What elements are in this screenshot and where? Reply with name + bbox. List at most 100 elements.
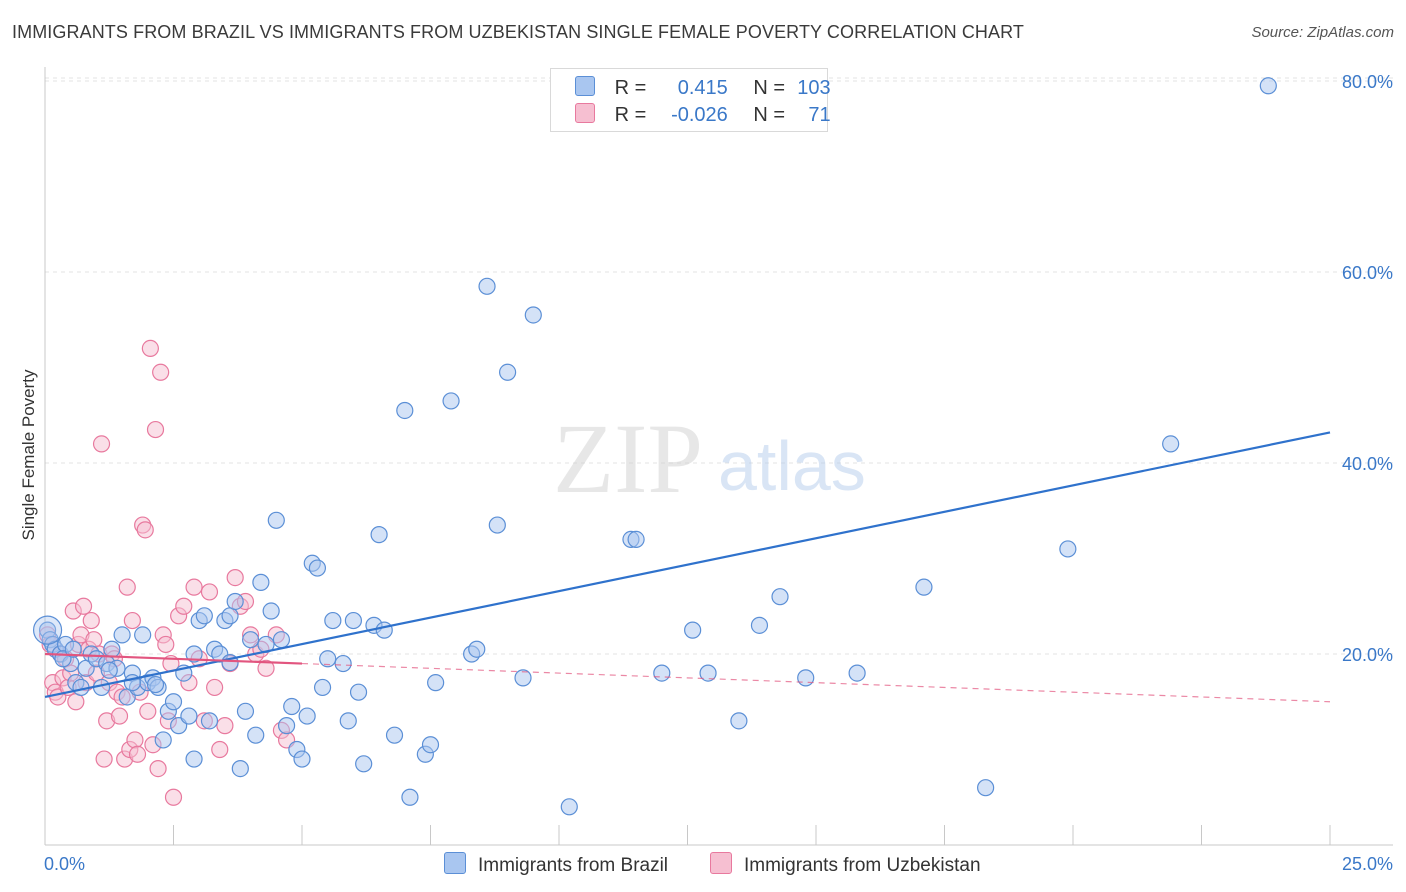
uzbek-point bbox=[118, 578, 136, 596]
uzbek-point bbox=[67, 693, 85, 711]
brazil-point bbox=[771, 588, 789, 606]
uzbek-point bbox=[136, 521, 154, 539]
brazil-point bbox=[421, 736, 440, 754]
brazil-point bbox=[247, 726, 265, 744]
uzbek-point bbox=[211, 740, 229, 759]
x-tick-labels: 0.0% 25.0% bbox=[44, 854, 1393, 874]
bottom-legend-brazil: Immigrants from Brazil bbox=[444, 852, 668, 877]
uzbek-legend-swatch bbox=[710, 852, 732, 874]
brazil-point bbox=[277, 717, 296, 735]
brazil-point bbox=[113, 626, 131, 644]
brazil-point bbox=[293, 750, 311, 768]
uzbek-point bbox=[126, 731, 144, 749]
brazil-point bbox=[236, 702, 255, 720]
uzbek-point bbox=[141, 339, 159, 357]
uzbek-point bbox=[85, 631, 103, 649]
watermark-atlas: atlas bbox=[718, 427, 866, 505]
legend-brazil-r: 0.415 bbox=[677, 77, 728, 99]
brazil-legend-label: Immigrants from Brazil bbox=[478, 855, 669, 876]
brazil-point bbox=[468, 640, 486, 658]
brazil-point bbox=[154, 731, 172, 749]
brazil-point bbox=[848, 664, 866, 682]
uzbek-trend-line-dashed bbox=[301, 662, 1331, 703]
brazil-point bbox=[653, 664, 671, 682]
y-tick-label: 60.0% bbox=[1342, 263, 1393, 283]
uzbek-point bbox=[128, 745, 147, 763]
brazil-point bbox=[146, 675, 165, 694]
brazil-swatch bbox=[575, 76, 595, 96]
brazil-point bbox=[313, 678, 332, 697]
source-label: Source: ZipAtlas.com bbox=[1251, 24, 1394, 41]
axes bbox=[44, 67, 1393, 846]
uzbek-point bbox=[200, 583, 219, 601]
uzbek-point bbox=[257, 659, 275, 677]
brazil-point bbox=[499, 363, 517, 381]
x-tick-label-min: 0.0% bbox=[44, 854, 85, 874]
uzbek-point bbox=[206, 678, 224, 697]
uzbek-point bbox=[216, 717, 234, 735]
uzbek-point bbox=[149, 759, 167, 778]
brazil-point bbox=[185, 645, 203, 663]
uzbek-point bbox=[226, 568, 244, 587]
brazil-point bbox=[627, 530, 645, 549]
brazil-point bbox=[730, 712, 748, 730]
brazil-legend-swatch bbox=[444, 852, 466, 874]
brazil-point bbox=[272, 631, 291, 649]
brazil-point bbox=[231, 759, 249, 778]
brazil-point bbox=[375, 621, 393, 639]
legend-r-label: R = bbox=[614, 77, 647, 99]
legend-brazil-n: 103 bbox=[797, 77, 831, 99]
brazil-point bbox=[134, 626, 152, 644]
brazil-point bbox=[797, 669, 815, 687]
brazil-point bbox=[684, 621, 702, 639]
uzbek-point bbox=[146, 420, 165, 439]
legend-n-label: N = bbox=[753, 77, 786, 99]
brazil-point bbox=[370, 526, 388, 544]
brazil-point bbox=[267, 511, 285, 529]
uzbek-point bbox=[74, 597, 93, 615]
uzbek-point bbox=[123, 611, 141, 630]
legend-row-brazil: R = 0.415 N = 103 bbox=[575, 76, 831, 100]
y-tick-label: 80.0% bbox=[1342, 72, 1393, 92]
brazil-point bbox=[442, 392, 460, 410]
y-tick-label: 20.0% bbox=[1342, 645, 1393, 665]
brazil-point bbox=[298, 707, 316, 725]
brazil-point bbox=[427, 674, 445, 692]
brazil-point bbox=[339, 712, 357, 730]
brazil-point bbox=[242, 631, 260, 649]
brazil-point bbox=[100, 661, 118, 679]
legend-uzbek-n: 71 bbox=[808, 104, 831, 126]
brazil-point bbox=[478, 277, 496, 295]
brazil-point bbox=[699, 664, 717, 682]
brazil-point bbox=[488, 516, 506, 534]
uzbek-point bbox=[185, 578, 203, 596]
brazil-point bbox=[1259, 77, 1277, 95]
uzbek-point bbox=[164, 788, 183, 806]
uzbek-point bbox=[82, 611, 100, 630]
brazil-point bbox=[344, 611, 362, 630]
brazil-point bbox=[385, 726, 404, 744]
uzbek-point bbox=[152, 363, 170, 381]
brazil-point bbox=[750, 616, 769, 634]
brazil-point bbox=[349, 683, 368, 701]
uzbek-point bbox=[175, 597, 193, 615]
brazil-points bbox=[32, 77, 1277, 816]
brazil-point bbox=[514, 669, 532, 687]
x-tick-label-max: 25.0% bbox=[1342, 854, 1393, 874]
uzbek-point bbox=[92, 435, 111, 453]
brazil-point bbox=[355, 755, 373, 773]
brazil-point bbox=[226, 592, 244, 611]
brazil-point bbox=[308, 559, 327, 577]
uzbek-point bbox=[110, 707, 129, 725]
uzbek-legend-label: Immigrants from Uzbekistan bbox=[744, 855, 981, 876]
legend-n-label: N = bbox=[753, 104, 786, 126]
brazil-point bbox=[560, 798, 578, 816]
brazil-point bbox=[200, 712, 219, 730]
brazil-point bbox=[401, 788, 419, 806]
uzbek-trend-line-solid bbox=[44, 652, 303, 665]
chart-title: IMMIGRANTS FROM BRAZIL VS IMMIGRANTS FRO… bbox=[12, 22, 1024, 42]
brazil-point bbox=[319, 650, 337, 668]
y-axis-label: Single Female Poverty bbox=[19, 369, 38, 541]
brazil-point bbox=[283, 697, 301, 716]
